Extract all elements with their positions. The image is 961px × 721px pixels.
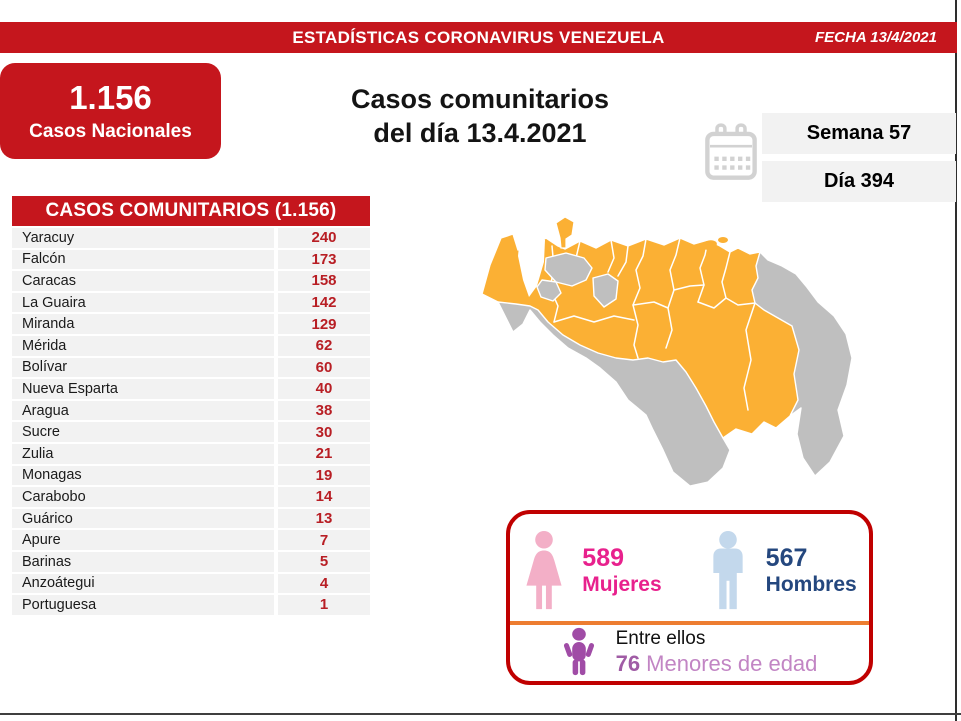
state-name: Sucre (12, 422, 274, 442)
women-group: 589 Mujeres (522, 530, 662, 612)
map-paraguana (555, 216, 575, 249)
state-value: 142 (278, 292, 370, 313)
state-name: La Guaira (12, 292, 274, 313)
community-cases-title-line2: del día 13.4.2021 (373, 118, 587, 148)
state-name: Apure (12, 530, 274, 550)
women-count: 589 (582, 544, 625, 573)
state-value: 38 (278, 400, 370, 421)
state-value: 13 (278, 508, 370, 529)
men-label: Hombres (765, 572, 857, 596)
map-islands (695, 237, 728, 251)
table-row: Bolívar 60 (12, 357, 370, 378)
cases-table-body: Yaracuy 240 Falcón 173 Caracas 158 La Guaira 14… (12, 228, 370, 615)
state-name: Mérida (12, 335, 274, 356)
map-lake-maracaibo (518, 230, 545, 297)
table-row: Caracas 158 (12, 271, 370, 291)
table-row: Mérida 62 (12, 335, 370, 356)
state-value: 40 (278, 379, 370, 399)
child-icon (563, 627, 594, 676)
table-row: Barinas 5 (12, 551, 370, 572)
table-row: Sucre 30 (12, 422, 370, 442)
week-label: Semana 57 (806, 122, 912, 144)
state-name: Anzoátegui (12, 573, 274, 594)
map-inactive-states (536, 252, 619, 308)
top-header-bar: ESTADÍSTICAS CORONAVIRUS VENEZUELA FECHA… (0, 22, 957, 53)
state-value: 30 (278, 422, 370, 442)
minors-intro: Entre ellos (615, 628, 706, 650)
minors-group: Entre ellos 76 Menores de edad (510, 625, 869, 681)
state-value: 158 (278, 271, 370, 291)
table-row: Zulia 21 (12, 443, 370, 464)
table-row: Falcón 173 (12, 249, 370, 270)
minors-count-line: 76 Menores de edad (616, 651, 818, 677)
state-name: Aragua (12, 400, 274, 421)
state-name: Bolívar (12, 357, 274, 378)
cases-table-header: CASOS COMUNITARIOS (1.156) (12, 196, 370, 226)
table-row: Carabobo 14 (12, 487, 370, 507)
state-name: Miranda (12, 314, 274, 334)
state-value: 1 (278, 595, 370, 615)
state-value: 21 (278, 443, 370, 464)
cases-table-header-label: CASOS COMUNITARIOS (1.156) (45, 200, 337, 221)
slide-bottom-border (0, 713, 961, 715)
state-name: Yaracuy (12, 228, 274, 248)
page-title: ESTADÍSTICAS CORONAVIRUS VENEZUELA (292, 27, 665, 47)
table-row: La Guaira 142 (12, 292, 370, 313)
table-row: Anzoátegui 4 (12, 573, 370, 594)
week-box: Semana 57 (762, 113, 956, 154)
table-row: Portuguesa 1 (12, 595, 370, 615)
table-row: Apure 7 (12, 530, 370, 550)
national-cases-label: Casos Nacionales (29, 121, 192, 142)
venezuela-states-svg (481, 216, 853, 487)
state-value: 129 (278, 314, 370, 334)
state-value: 173 (278, 249, 370, 270)
slide-right-border (955, 0, 957, 721)
table-row: Nueva Esparta 40 (12, 379, 370, 399)
state-name: Zulia (12, 443, 274, 464)
table-row: Guárico 13 (12, 508, 370, 529)
calendar-icon (705, 123, 757, 180)
day-box: Día 394 (762, 161, 956, 202)
table-row: Monagas 19 (12, 465, 370, 486)
male-icon (713, 530, 743, 609)
state-name: Monagas (12, 465, 274, 486)
community-cases-title-line1: Casos comunitarios (350, 84, 610, 114)
state-name: Guárico (12, 508, 274, 529)
state-name: Nueva Esparta (12, 379, 274, 399)
map-highlight-yellow (481, 233, 800, 439)
state-value: 240 (278, 228, 370, 248)
female-icon (526, 530, 562, 609)
state-value: 62 (278, 335, 370, 356)
minors-count: 76 (615, 651, 641, 677)
community-cases-title: Casos comunitarios del día 13.4.2021 (255, 82, 705, 150)
state-value: 14 (278, 487, 370, 507)
state-value: 19 (278, 465, 370, 486)
day-label: Día 394 (823, 170, 895, 192)
state-value: 5 (278, 551, 370, 572)
national-cases-box: 1.156 Casos Nacionales (0, 63, 221, 159)
state-name: Carabobo (12, 487, 274, 507)
orange-divider (510, 621, 869, 625)
national-cases-value: 1.156 (69, 79, 152, 116)
venezuela-map (468, 210, 868, 502)
state-name: Caracas (12, 271, 274, 291)
state-value: 7 (278, 530, 370, 550)
state-value: 4 (278, 573, 370, 594)
state-name: Barinas (12, 551, 274, 572)
table-row: Aragua 38 (12, 400, 370, 421)
women-label: Mujeres (582, 572, 662, 596)
men-group: 567 Hombres (706, 530, 857, 612)
state-name: Portuguesa (12, 595, 274, 615)
table-row: Miranda 129 (12, 314, 370, 334)
minors-label: Menores de edad (640, 651, 818, 677)
table-row: Yaracuy 240 (12, 228, 370, 248)
men-count: 567 (765, 544, 808, 573)
gender-stats-top: 589 Mujeres 567 Hombres (510, 514, 869, 621)
gender-stats-box: 589 Mujeres 567 Hombres Entre ellos (506, 510, 873, 685)
state-name: Falcón (12, 249, 274, 270)
state-value: 60 (278, 357, 370, 378)
header-date: FECHA 13/4/2021 (814, 29, 937, 46)
